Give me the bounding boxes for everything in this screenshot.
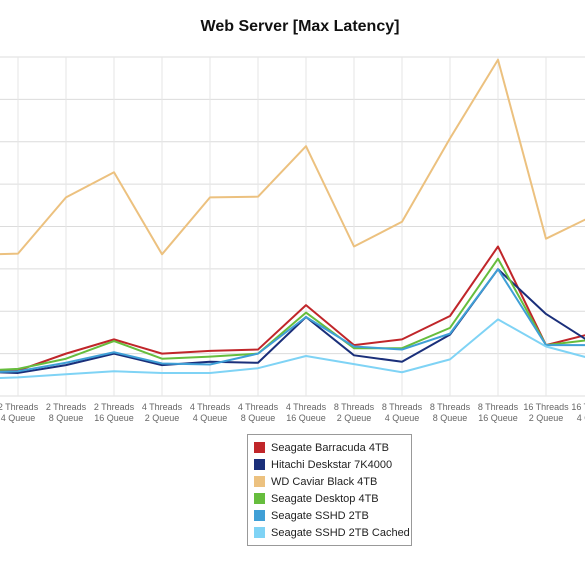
chart-title: Web Server [Max Latency] [200,18,400,35]
x-tick-label: 4 Threads 16 Queue [286,402,327,423]
legend-swatch [254,459,265,470]
x-tick-label: 4 Threads 2 Queue [142,402,183,423]
x-tick-label: 4 Threads 8 Queue [238,402,279,423]
legend-item: Seagate Barracuda 4TB [254,439,411,456]
legend-label: Seagate SSHD 2TB Cached [271,526,410,539]
series-line-0 [0,245,585,372]
legend-label: Seagate Barracuda 4TB [271,441,390,454]
x-tick-label: 8 Threads 4 Queue [382,402,423,423]
legend-item: WD Caviar Black 4TB [254,473,411,490]
legend-swatch [254,442,265,453]
legend-item: Seagate SSHD 2TB [254,507,411,524]
legend-label: WD Caviar Black 4TB [271,475,378,488]
x-tick-label: 16 Threads 2 Queue [523,402,569,423]
x-tick-label: 2 Threads 16 Queue [94,402,135,423]
series-line-4 [0,268,585,373]
series-line-3 [0,257,585,371]
legend-swatch [254,493,265,504]
x-tick-label: 2 Threads 8 Queue [46,402,87,423]
legend-item: Seagate Desktop 4TB [254,490,411,507]
x-tick-label: 2 Threads 4 Queue [0,402,39,423]
x-tick-label: 8 Threads 16 Queue [478,402,519,423]
legend-label: Seagate Desktop 4TB [271,492,379,505]
legend-swatch [254,527,265,538]
legend-item: Seagate SSHD 2TB Cached [254,524,411,541]
legend-swatch [254,476,265,487]
x-tick-label: 8 Threads 8 Queue [430,402,471,423]
legend: Seagate Barracuda 4TB Hitachi Deskstar 7K… [247,434,412,546]
x-tick-label: 4 Threads 4 Queue [190,402,231,423]
series-line-2 [0,58,585,256]
legend-swatch [254,510,265,521]
legend-label: Hitachi Deskstar 7K4000 [271,458,393,471]
x-tick-label: 8 Threads 2 Queue [334,402,375,423]
legend-item: Hitachi Deskstar 7K4000 [254,456,411,473]
series-line-5 [0,318,585,379]
legend-label: Seagate SSHD 2TB [271,509,369,522]
